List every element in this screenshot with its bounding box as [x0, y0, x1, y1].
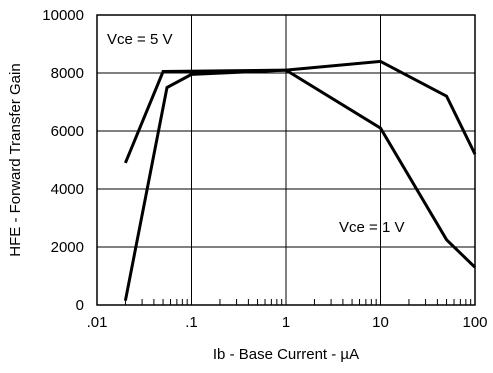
- x-tick-label: 1: [282, 314, 290, 331]
- x-tick-label: .1: [185, 314, 198, 331]
- series-label-2: Vce = 1 V: [339, 219, 404, 236]
- x-tick-label: 10: [372, 314, 389, 331]
- y-tick-label: 2000: [51, 239, 84, 256]
- series-label-1: Vce = 5 V: [107, 31, 172, 48]
- minor-ticks: [124, 299, 472, 305]
- x-tick-label: .01: [87, 314, 108, 331]
- y-tick-label: 4000: [51, 181, 84, 198]
- series-annotations: Vce = 5 V Vce = 1 V: [107, 31, 404, 236]
- y-tick-label: 6000: [51, 123, 84, 140]
- series-line-2: [123, 68, 477, 301]
- y-axis-title: HFE - Forward Transfer Gain: [7, 63, 24, 256]
- x-axis-title: Ib - Base Current - µA: [213, 346, 359, 363]
- plot-frame: [96, 14, 476, 306]
- series-line-1: [124, 59, 477, 164]
- y-tick-label: 0: [76, 297, 84, 314]
- series-lines: [123, 59, 477, 301]
- y-tick-label: 10000: [42, 7, 84, 24]
- x-tick-label: 100: [462, 314, 487, 331]
- y-tick-label: 8000: [51, 65, 84, 82]
- x-tick-labels: .01 .1 1 10 100: [87, 314, 488, 331]
- y-tick-labels: 0 2000 4000 6000 8000 10000: [42, 7, 84, 314]
